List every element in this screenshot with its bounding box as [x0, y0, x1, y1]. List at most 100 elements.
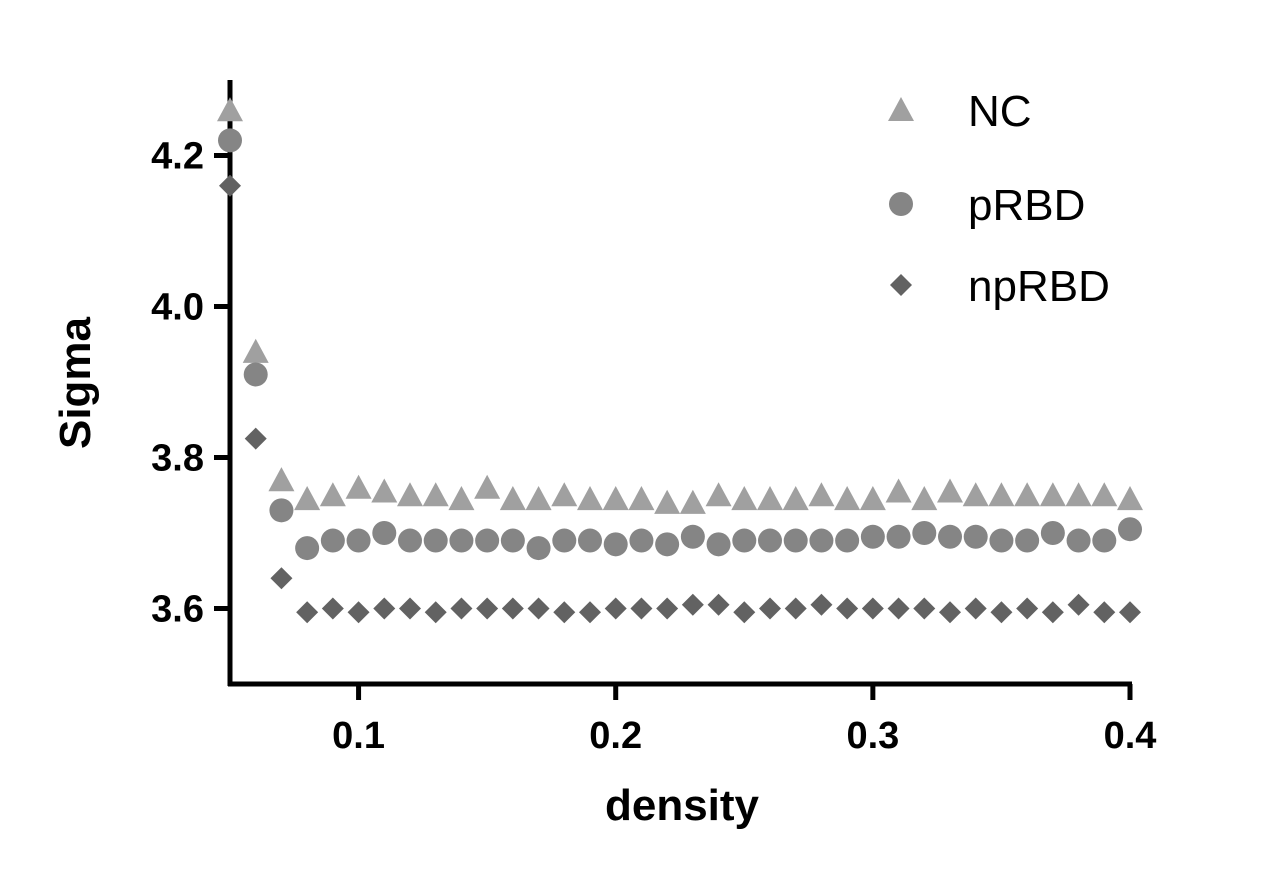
nprbd-point: [810, 593, 833, 616]
prbd-point: [578, 528, 602, 553]
nc-point: [268, 467, 295, 492]
prbd-point: [243, 362, 268, 387]
nc-point: [448, 486, 475, 511]
nc-point: [628, 486, 655, 511]
prbd-point: [912, 521, 937, 545]
prbd-point: [938, 524, 962, 549]
nc-point: [371, 478, 398, 503]
nprbd-point: [1041, 601, 1064, 624]
nc-point: [217, 97, 243, 122]
prbd-point: [398, 528, 422, 553]
nprbd-point: [270, 567, 293, 590]
nc-point: [859, 486, 886, 511]
nc-point: [1091, 482, 1118, 507]
nprbd-point: [656, 597, 679, 620]
nprbd-point: [373, 597, 396, 620]
nc-point: [782, 486, 809, 511]
prbd-point: [783, 528, 808, 553]
nc-point: [654, 489, 681, 514]
nprbd-point: [553, 601, 576, 624]
y-tick-label: 3.6: [151, 589, 204, 631]
nprbd-point: [707, 593, 730, 616]
nprbd-point: [501, 597, 524, 620]
nc-point: [1039, 482, 1066, 507]
nc-point: [525, 486, 552, 511]
prbd-point: [475, 528, 500, 553]
nprbd-point: [939, 601, 961, 624]
prbd-point: [809, 528, 834, 553]
prbd-point: [835, 528, 860, 553]
nc-point: [1117, 486, 1143, 511]
nprbd-point: [219, 174, 241, 197]
prbd-point: [629, 528, 654, 553]
legend-marker-nprbd: [890, 274, 912, 296]
prbd-point: [860, 524, 885, 549]
x-axis-title: density: [605, 781, 760, 830]
prbd-point: [526, 536, 551, 561]
y-tick-label: 3.8: [151, 438, 204, 480]
legend: NC pRBD npRBD: [888, 87, 1110, 311]
prbd-point: [346, 528, 371, 553]
nc-point: [422, 482, 449, 507]
prbd-point: [680, 524, 705, 549]
prbd-point: [1118, 517, 1142, 542]
prbd-point: [655, 532, 680, 557]
nc-point: [962, 482, 989, 507]
nprbd-point: [424, 601, 447, 624]
nprbd-point: [681, 593, 704, 616]
nprbd-point: [1093, 601, 1116, 624]
nc-point: [834, 486, 861, 511]
prbd-point: [989, 528, 1014, 553]
nprbd-point: [784, 597, 807, 620]
prbd-point: [603, 532, 628, 557]
nc-point: [911, 486, 938, 511]
nc-point: [1065, 482, 1092, 507]
prbd-point: [1092, 528, 1117, 553]
nc-point: [577, 486, 603, 511]
nprbd-point: [347, 601, 370, 624]
prbd-point: [372, 521, 397, 545]
nc-point: [937, 478, 963, 503]
prbd-point: [886, 524, 911, 549]
nprbd-point: [759, 597, 781, 620]
prbd-point: [963, 524, 988, 549]
nc-point: [319, 482, 346, 507]
prbd-point: [758, 528, 782, 553]
nc-point: [988, 482, 1015, 507]
nc-point: [885, 478, 912, 503]
nc-point: [679, 489, 706, 514]
nprbd-point: [450, 597, 473, 620]
nprbd-point: [476, 597, 499, 620]
x-tick-label: 0.1: [332, 715, 385, 757]
nc-point: [294, 486, 321, 511]
nprbd-point: [861, 597, 884, 620]
prbd-point: [449, 528, 474, 553]
x-ticks: 0.1 0.2 0.3 0.4: [332, 684, 1156, 757]
nprbd-point: [990, 601, 1013, 624]
nc-point: [397, 482, 423, 507]
nprbd-point: [604, 597, 627, 620]
nprbd-point: [733, 601, 756, 624]
nc-point: [345, 474, 372, 499]
nprbd-point: [1067, 593, 1090, 616]
prbd-point: [500, 528, 525, 553]
nc-point: [731, 486, 758, 511]
nprbd-point: [399, 597, 421, 620]
nc-point: [551, 482, 578, 507]
nprbd-point: [836, 597, 859, 620]
y-ticks: 3.6 3.8 4.0 4.2: [151, 136, 230, 631]
y-tick-label: 4.2: [151, 136, 204, 178]
nprbd-point: [579, 601, 601, 624]
prbd-point: [295, 536, 320, 561]
legend-marker-prbd: [889, 192, 913, 216]
data-points: [217, 97, 1143, 624]
prbd-point: [706, 532, 731, 557]
prbd-point: [1040, 521, 1065, 545]
prbd-point: [1066, 528, 1091, 553]
legend-label-nc: NC: [968, 87, 1032, 136]
prbd-point: [732, 528, 757, 553]
nprbd-point: [1016, 597, 1039, 620]
legend-marker-nc: [888, 97, 914, 122]
nprbd-point: [964, 597, 987, 620]
